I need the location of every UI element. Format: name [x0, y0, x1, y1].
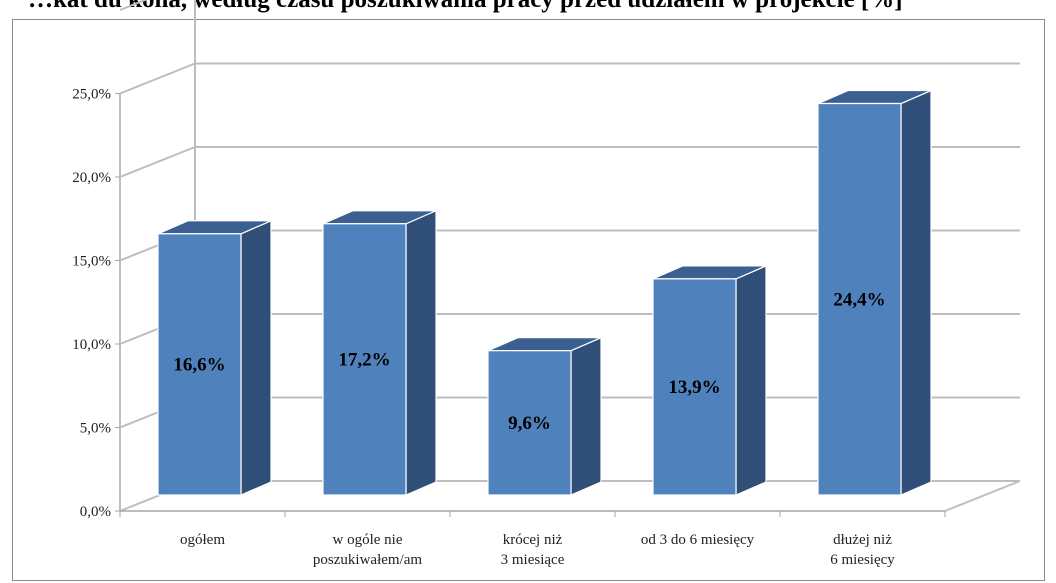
bar: [487, 350, 572, 496]
y-tick-label: 15,0%: [72, 254, 111, 270]
bar-side: [240, 219, 272, 496]
x-tick-label: ogółem: [180, 532, 225, 548]
y-tick-label: 25,0%: [72, 87, 111, 103]
data-label: 24,4%: [833, 289, 885, 310]
y-tick-label: 0,0%: [80, 504, 111, 520]
gridline-depth: [119, 146, 196, 178]
x-tick-label: dłużej niż: [833, 532, 892, 548]
bar: [157, 233, 242, 496]
data-label: 13,9%: [668, 377, 720, 398]
y-tick-label: 10,0%: [72, 337, 111, 353]
floor-edge: [944, 480, 1021, 512]
bar-side: [570, 336, 602, 496]
chart-title: …kat du kona, według czasu poszukiwania …: [0, 0, 1056, 18]
x-tick-label: 3 miesiące: [501, 552, 565, 568]
bar-side: [405, 209, 437, 496]
x-tick-label: krócej niż: [503, 532, 563, 548]
bar: [322, 223, 407, 496]
x-tick-label: w ogóle nie: [333, 532, 403, 548]
bar-side: [735, 264, 767, 496]
y-tick-label: 20,0%: [72, 170, 111, 186]
x-tick-label: poszukiwałem/am: [313, 552, 422, 568]
chart-frame: [12, 19, 1045, 581]
bar-side: [900, 89, 932, 496]
gridline-depth: [119, 62, 196, 95]
gridline-depth: [119, 0, 148, 11]
bar: [817, 102, 902, 496]
x-tick-label: 6 miesięcy: [830, 552, 895, 568]
y-tick-label: 5,0%: [80, 421, 111, 437]
data-label: 9,6%: [508, 413, 551, 434]
data-label: 16,6%: [173, 354, 225, 375]
bar: [652, 278, 737, 496]
x-tick-label: od 3 do 6 miesięcy: [641, 532, 755, 548]
data-label: 17,2%: [338, 349, 390, 370]
